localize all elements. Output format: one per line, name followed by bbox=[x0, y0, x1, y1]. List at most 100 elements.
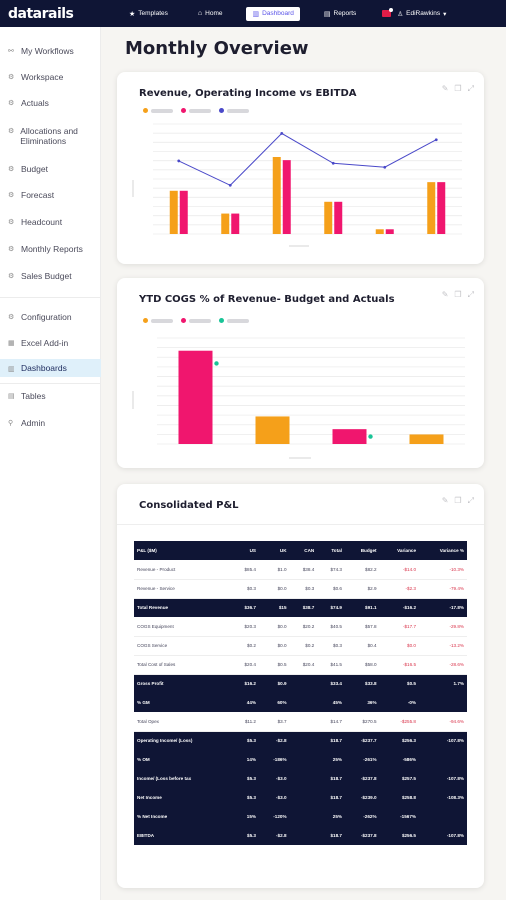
table-cell: -79.4% bbox=[419, 579, 467, 599]
edit-icon[interactable]: ✎ bbox=[441, 290, 449, 299]
bar-series1-2[interactable] bbox=[255, 416, 290, 444]
legend-item-2[interactable] bbox=[181, 318, 211, 323]
nav-home[interactable]: ⌂ Home bbox=[192, 7, 229, 20]
line-point-4[interactable] bbox=[331, 161, 335, 165]
table-cell: $0.0 bbox=[258, 579, 290, 599]
bar-series1-2[interactable] bbox=[221, 213, 230, 234]
line-point-2[interactable] bbox=[228, 183, 232, 187]
sidebar-item-my-workflows[interactable]: ⚯ My Workflows bbox=[0, 46, 101, 56]
column-header[interactable]: Budget bbox=[344, 541, 380, 560]
bar-series2-1[interactable] bbox=[178, 350, 213, 444]
configuration-icon: ⚙ bbox=[8, 314, 15, 321]
pl-card: Consolidated P&L ✎ ❐ ⤢ P&L ($M) US UK CAN To… bbox=[117, 484, 484, 888]
app-logo[interactable]: datarails bbox=[8, 5, 74, 22]
sidebar-item-budget[interactable]: ⚙ Budget bbox=[0, 164, 101, 174]
table-cell: $258.8 bbox=[401, 795, 416, 800]
legend-item-1[interactable] bbox=[143, 318, 173, 323]
legend-item-2[interactable] bbox=[181, 108, 211, 113]
column-header[interactable]: Variance bbox=[379, 541, 419, 560]
nav-templates[interactable]: ★ Templates bbox=[123, 7, 174, 21]
sidebar-item-forecast[interactable]: ⚙ Forecast bbox=[0, 190, 101, 200]
reports-icon: ▤ bbox=[323, 10, 331, 18]
expand-icon[interactable]: ⤢ bbox=[467, 496, 474, 505]
dashboard-icon: ▥ bbox=[252, 10, 260, 18]
table-cell: $5.3 bbox=[247, 795, 256, 800]
nav-dashboard[interactable]: ▥ Dashboard bbox=[246, 6, 300, 21]
sidebar-item-label: My Workflows bbox=[21, 46, 74, 56]
chart-legend bbox=[143, 108, 249, 113]
table-row: Revenue - Service $0.3 $0.0 $0.3 $0.6 $2.9 -$2… bbox=[134, 579, 467, 599]
sidebar-item-headcount[interactable]: ⚙ Headcount bbox=[0, 217, 101, 227]
nav-label: Templates bbox=[138, 10, 168, 17]
table-cell bbox=[289, 712, 318, 732]
actuals-icon: ⚙ bbox=[8, 100, 15, 107]
sidebar-item-configuration[interactable]: ⚙ Configuration bbox=[0, 312, 101, 322]
top-nav: ★ Templates ⌂ Home ▥ Dashboard ▤ Reports bbox=[123, 6, 376, 21]
bar-series1-5[interactable] bbox=[375, 229, 384, 234]
sidebar-item-workspace[interactable]: ⚙ Workspace bbox=[0, 72, 101, 82]
sidebar-item-label: Workspace bbox=[21, 72, 64, 82]
sidebar-item-label: Monthly Reports bbox=[21, 244, 83, 254]
workflow-icon: ⚯ bbox=[8, 48, 14, 55]
expand-icon[interactable]: ⤢ bbox=[467, 84, 474, 93]
table-cell: 36% bbox=[367, 700, 377, 705]
bar-series1-1[interactable] bbox=[169, 190, 178, 234]
column-header[interactable]: Total bbox=[317, 541, 345, 560]
edit-icon[interactable]: ✎ bbox=[441, 84, 449, 93]
table-cell: $15 bbox=[278, 605, 287, 611]
table-cell: $74.9 bbox=[330, 605, 342, 611]
sidebar-item-actuals[interactable]: ⚙ Actuals bbox=[0, 98, 101, 108]
sidebar-item-dashboards[interactable]: ▥ Dashboards bbox=[0, 359, 101, 377]
legend-item-1[interactable] bbox=[143, 108, 173, 113]
sidebar-item-excel-add-in[interactable]: ▦ Excel Add-in bbox=[0, 338, 101, 348]
star-icon: ★ bbox=[129, 10, 136, 18]
bar-series2-6[interactable] bbox=[437, 182, 446, 234]
column-header[interactable]: CAN bbox=[289, 541, 318, 560]
line-point-1[interactable] bbox=[177, 159, 181, 163]
line-point-6[interactable] bbox=[434, 138, 438, 142]
sidebar-item-admin[interactable]: ⚲ Admin bbox=[0, 418, 101, 428]
table-cell: -107.8% bbox=[446, 738, 464, 744]
bar-series1-4[interactable] bbox=[324, 201, 333, 234]
column-header[interactable]: US bbox=[231, 541, 259, 560]
bar-series2-2[interactable] bbox=[231, 213, 240, 234]
bar-series2-4[interactable] bbox=[334, 201, 343, 234]
copy-icon[interactable]: ❐ bbox=[454, 84, 462, 93]
line-point-5[interactable] bbox=[383, 165, 387, 169]
sidebar-item-sales-budget[interactable]: ⚙ Sales Budget bbox=[0, 271, 101, 281]
cogs-chart-card: YTD COGS % of Revenue- Budget and Actual… bbox=[117, 278, 484, 468]
column-header[interactable]: UK bbox=[258, 541, 290, 560]
column-header[interactable]: P&L ($M) bbox=[134, 541, 232, 560]
bar-series2-1[interactable] bbox=[179, 190, 188, 234]
line-point-3[interactable] bbox=[280, 132, 284, 135]
scatter-point-1[interactable] bbox=[214, 361, 219, 366]
copy-icon[interactable]: ❐ bbox=[454, 496, 462, 505]
column-header[interactable]: Variance % bbox=[419, 541, 467, 560]
bar-series1-3[interactable] bbox=[272, 157, 281, 234]
table-cell bbox=[290, 731, 318, 750]
sidebar-item-label: Tables bbox=[21, 391, 46, 401]
legend-item-3[interactable] bbox=[219, 318, 249, 323]
user-menu[interactable]: ♙ EdiRawkins ▾ bbox=[397, 10, 446, 18]
bar-series1-4[interactable] bbox=[409, 434, 444, 444]
expand-icon[interactable]: ⤢ bbox=[467, 290, 474, 299]
bar-series1-6[interactable] bbox=[427, 182, 436, 234]
sidebar-item-tables[interactable]: ▤ Tables bbox=[0, 391, 101, 401]
table-cell: -$17.7 bbox=[379, 617, 419, 637]
allocations-icon: ⚙ bbox=[8, 128, 15, 135]
table-cell: 25% bbox=[332, 757, 342, 762]
sidebar-divider bbox=[0, 383, 101, 384]
scatter-point-3[interactable] bbox=[368, 434, 373, 439]
bar-series2-5[interactable] bbox=[385, 229, 394, 234]
table-cell: -$239.0 bbox=[360, 795, 377, 800]
home-icon: ⌂ bbox=[197, 10, 203, 17]
copy-icon[interactable]: ❐ bbox=[454, 290, 462, 299]
notification-icon[interactable] bbox=[382, 8, 394, 17]
nav-reports[interactable]: ▤ Reports bbox=[318, 7, 362, 21]
legend-item-3[interactable] bbox=[219, 108, 249, 113]
edit-icon[interactable]: ✎ bbox=[441, 496, 449, 505]
sidebar-item-allocations-and-eliminations[interactable]: ⚙ Allocations and Eliminations bbox=[0, 126, 101, 146]
bar-series2-3[interactable] bbox=[282, 160, 291, 234]
bar-series2-3[interactable] bbox=[332, 429, 367, 444]
sidebar-item-monthly-reports[interactable]: ⚙ Monthly Reports bbox=[0, 244, 101, 254]
